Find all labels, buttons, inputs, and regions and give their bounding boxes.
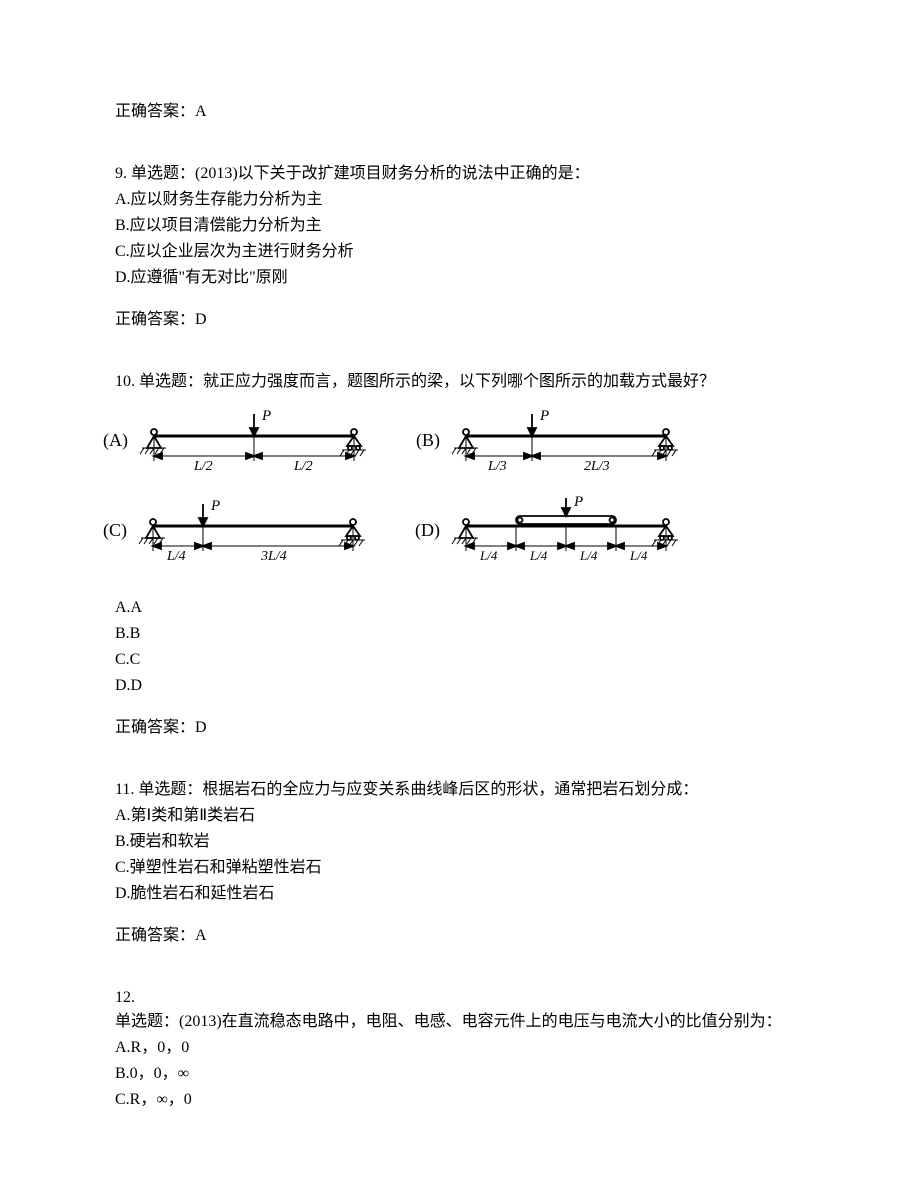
q12-option-b: B.0，0，∞ (115, 1062, 805, 1086)
q11-option-c: C.弹塑性岩石和弹粘塑性岩石 (115, 856, 805, 880)
beam-diagram-a: (A) (103, 406, 386, 476)
q10-stem: 10. 单选题：就正应力强度而言，题图所示的梁，以下列哪个图所示的加载方式最好？ (115, 370, 805, 394)
q12-block: 12. 单选题：(2013)在直流稳态电路中，电阻、电感、电容元件上的电压与电流… (115, 986, 805, 1112)
q11-answer: 正确答案：A (115, 924, 805, 948)
q9-option-b: B.应以项目清偿能力分析为主 (115, 214, 805, 238)
q9-option-d: D.应遵循"有无对比"原刚 (115, 266, 805, 290)
q9-answer-text: 正确答案：D (115, 311, 207, 328)
dim-a2: L/2 (293, 459, 313, 474)
q12-stem: 单选题：(2013)在直流稳态电路中，电阻、电感、电容元件上的电压与电流大小的比… (115, 1010, 805, 1034)
dim-d2: L/4 (529, 548, 548, 563)
q9-answer: 正确答案：D (115, 308, 805, 332)
q9-option-a: A.应以财务生存能力分析为主 (115, 188, 805, 212)
q9-stem: 9. 单选题：(2013)以下关于改扩建项目财务分析的说法中正确的是： (115, 162, 805, 186)
beam-label-d: (D) (415, 517, 440, 544)
load-label-c: P (210, 498, 220, 514)
q10-answer-text: 正确答案：D (115, 719, 207, 736)
dim-c2: 3L/4 (260, 549, 287, 564)
q11-stem: 11. 单选题：根据岩石的全应力与应变关系曲线峰后区的形状，通常把岩石划分成： (115, 778, 805, 802)
q10-option-c: C.C (115, 648, 805, 672)
beam-svg-c: P L/4 3L/4 (133, 496, 385, 566)
dim-c1: L/4 (166, 549, 186, 564)
q11-option-b: B.硬岩和软岩 (115, 830, 805, 854)
q11-answer-text: 正确答案：A (115, 927, 207, 944)
dim-b2: 2L/3 (584, 459, 610, 474)
q12-option-c: C.R，∞，0 (115, 1088, 805, 1112)
beam-svg-a: P L/2 L/2 (134, 406, 386, 476)
q12-num: 12. (115, 986, 805, 1010)
load-label-d: P (573, 496, 583, 510)
dim-d3: L/4 (579, 548, 598, 563)
q10-block: 10. 单选题：就正应力强度而言，题图所示的梁，以下列哪个图所示的加载方式最好？… (115, 370, 805, 698)
q10-option-d: D.D (115, 674, 805, 698)
q10-diagrams: (A) (103, 406, 805, 586)
beam-diagram-c: (C) (103, 496, 385, 566)
q12-option-a: A.R，0，0 (115, 1036, 805, 1060)
q11-block: 11. 单选题：根据岩石的全应力与应变关系曲线峰后区的形状，通常把岩石划分成： … (115, 778, 805, 906)
q10-option-b: B.B (115, 622, 805, 646)
q10-answer: 正确答案：D (115, 716, 805, 740)
beam-diagram-d: (D) (415, 496, 698, 566)
beam-svg-d: P L/4 L/4 L/4 L/4 (446, 496, 698, 566)
load-label-b: P (539, 408, 549, 424)
q11-option-d: D.脆性岩石和延性岩石 (115, 882, 805, 906)
beam-svg-b: P L/3 2L/3 (446, 406, 698, 476)
load-label-a: P (261, 408, 271, 424)
q11-option-a: A.第Ⅰ类和第Ⅱ类岩石 (115, 804, 805, 828)
dim-b1: L/3 (487, 459, 507, 474)
dim-a1: L/2 (193, 459, 213, 474)
beam-label-c: (C) (103, 517, 127, 544)
beam-diagram-b: (B) (416, 406, 698, 476)
dim-d1: L/4 (479, 548, 498, 563)
q8-answer: 正确答案：A (115, 100, 805, 124)
q9-block: 9. 单选题：(2013)以下关于改扩建项目财务分析的说法中正确的是： A.应以… (115, 162, 805, 290)
q10-option-a: A.A (115, 596, 805, 620)
dim-d4: L/4 (629, 548, 648, 563)
beam-label-b: (B) (416, 427, 440, 454)
q9-option-c: C.应以企业层次为主进行财务分析 (115, 240, 805, 264)
beam-label-a: (A) (103, 427, 128, 454)
q8-answer-text: 正确答案：A (115, 103, 207, 120)
